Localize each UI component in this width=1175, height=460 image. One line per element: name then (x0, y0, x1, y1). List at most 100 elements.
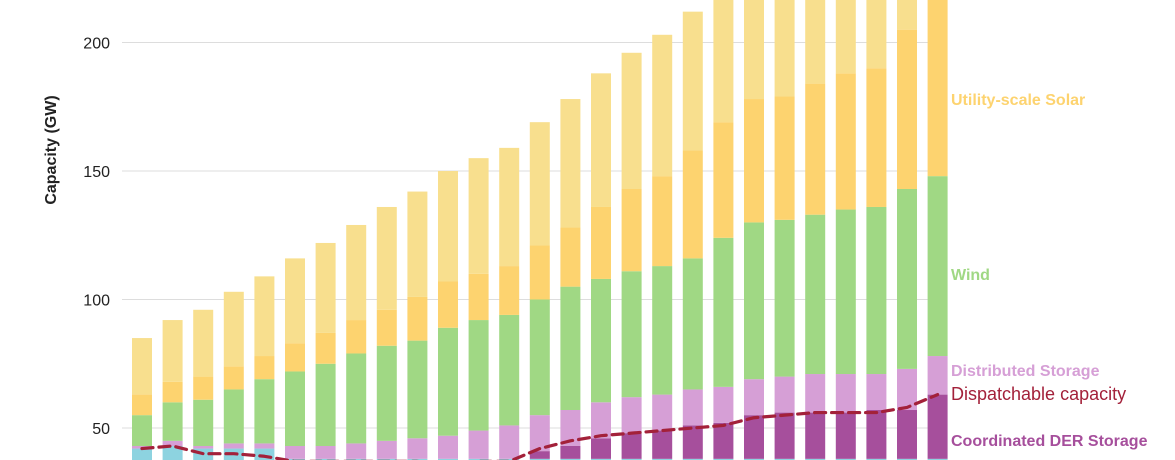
bar-segment (652, 430, 673, 459)
bar-segment (805, 214, 826, 375)
bar-segment (652, 266, 673, 395)
bar-segment (866, 0, 887, 69)
bar-segment (407, 340, 428, 439)
stacked-bars (132, 0, 948, 460)
bar-segment (285, 343, 305, 372)
bar-segment (713, 122, 734, 238)
bar-segment (682, 11, 703, 151)
bar-segment (927, 176, 948, 357)
bar-segment (376, 345, 397, 441)
bar-segment (132, 394, 152, 416)
bar-segment (223, 389, 244, 444)
bar-segment (713, 458, 734, 460)
bar-segment (774, 376, 795, 413)
bar-segment (897, 410, 917, 459)
label-utility-scale-solar: Utility-scale Solar (951, 92, 1085, 109)
bar-segment (805, 374, 826, 413)
y-tick-label: 150 (83, 164, 110, 181)
bar-segment (132, 448, 152, 460)
bar-segment (835, 73, 856, 210)
label-distributed-storage: Distributed Storage (951, 363, 1100, 380)
bar-segment (621, 397, 642, 434)
bar-segment (621, 52, 642, 189)
y-tick-label: 50 (92, 421, 110, 438)
bar-segment (560, 458, 581, 460)
bar-segment (376, 458, 397, 460)
bar-segment (591, 206, 611, 279)
bar-segment (499, 458, 520, 460)
bar-segment (560, 286, 581, 411)
bar-segment (591, 73, 611, 207)
bar-segment (621, 188, 642, 272)
bar-segment (468, 430, 489, 459)
bar-segment (682, 389, 703, 426)
bar-segment (744, 415, 764, 459)
bar-segment (468, 458, 489, 460)
bar-segment (866, 458, 887, 460)
bar-segment (346, 320, 367, 354)
bar-segment (254, 379, 275, 444)
label-wind: Wind (951, 267, 990, 284)
bar-segment (805, 83, 826, 215)
bar-segment (254, 276, 275, 357)
bar-segment (499, 425, 520, 459)
bar-segment (346, 224, 367, 321)
bar-segment (315, 242, 336, 333)
bar-segment (591, 458, 611, 460)
bar-segment (346, 443, 367, 459)
bar-segment (285, 371, 305, 446)
bar-segment (285, 445, 305, 459)
bar-segment (744, 0, 764, 100)
bar-segment (927, 0, 948, 177)
bar-segment (560, 410, 581, 446)
bar-segment (927, 458, 948, 460)
bar-segment (835, 412, 856, 459)
bar-segment (223, 366, 244, 390)
bar-segment (529, 122, 550, 246)
bar-segment (897, 29, 917, 189)
bar-segment (438, 327, 458, 436)
bar-segment (805, 458, 826, 460)
bar-segment (897, 188, 917, 369)
bar-segment (713, 386, 734, 423)
bar-segment (407, 438, 428, 459)
bar-segment (468, 158, 489, 274)
bar-segment (193, 399, 214, 446)
bar-segment (193, 445, 214, 449)
bar-segment (835, 374, 856, 413)
bar-segment (652, 394, 673, 431)
bar-segment (744, 379, 764, 416)
bar-segment (774, 96, 795, 220)
label-dispatchable-capacity: Dispatchable capacity (951, 384, 1126, 404)
bar-segment (132, 338, 152, 395)
bar-segment (162, 440, 183, 446)
y-axis-ticks: 50 100 150 200 (83, 36, 110, 439)
bar-segment (315, 332, 336, 364)
bar-segment (652, 176, 673, 267)
bar-segment (897, 368, 917, 411)
bar-segment (376, 206, 397, 310)
bar-segment (682, 425, 703, 459)
bar-segment (744, 99, 764, 223)
bar-segment (346, 458, 367, 460)
bar-segment (468, 320, 489, 431)
bar-segment (254, 443, 275, 449)
bar-segment (162, 445, 183, 460)
bar-segment (254, 356, 275, 380)
y-axis-label: Capacity (GW) (43, 95, 60, 204)
bar-segment (652, 34, 673, 177)
bar-segment (162, 381, 183, 403)
bar-segment (438, 281, 458, 328)
bar-segment (652, 458, 673, 460)
bar-segment (529, 458, 550, 460)
bar-segment (866, 206, 887, 375)
bar-segment (407, 296, 428, 341)
bar-segment (897, 458, 917, 460)
bar-segment (162, 320, 183, 382)
bar-segment (560, 227, 581, 287)
bar-segment (866, 374, 887, 411)
label-coordinated-der-storage: Coordinated DER Storage (951, 433, 1148, 450)
bar-segment (132, 415, 152, 446)
bar-segment (376, 309, 397, 346)
